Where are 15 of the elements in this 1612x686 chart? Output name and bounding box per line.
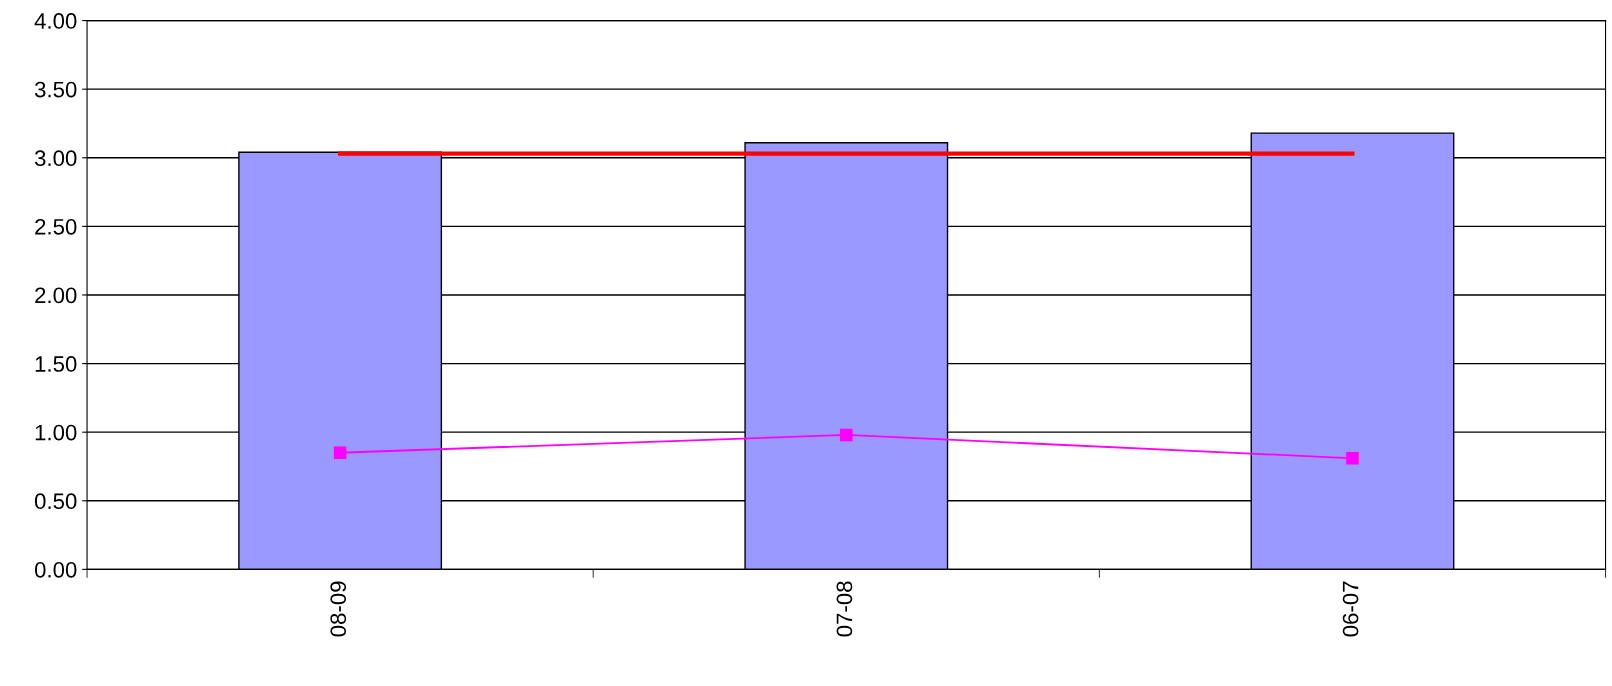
y-tick-label: 3.00 (34, 150, 77, 167)
y-tick-label: 3.50 (34, 81, 77, 98)
y-tick-label: 2.50 (35, 218, 77, 235)
x-tick-label: 08-09 (330, 581, 347, 637)
y-tick-label: 1.00 (35, 424, 77, 441)
point (333, 446, 347, 460)
y-tick-label: 0.00 (34, 561, 77, 578)
y-tick-label: 0.50 (34, 493, 77, 510)
point (1346, 451, 1359, 465)
point (840, 428, 853, 442)
x-tick-label: 07-08 (836, 581, 853, 637)
y-tick-label: 2.00 (35, 287, 77, 304)
x-tick-label: 06-07 (1342, 581, 1359, 637)
y-tick-label: 1.50 (35, 356, 77, 372)
y-tick-label: 4.00 (34, 13, 77, 29)
